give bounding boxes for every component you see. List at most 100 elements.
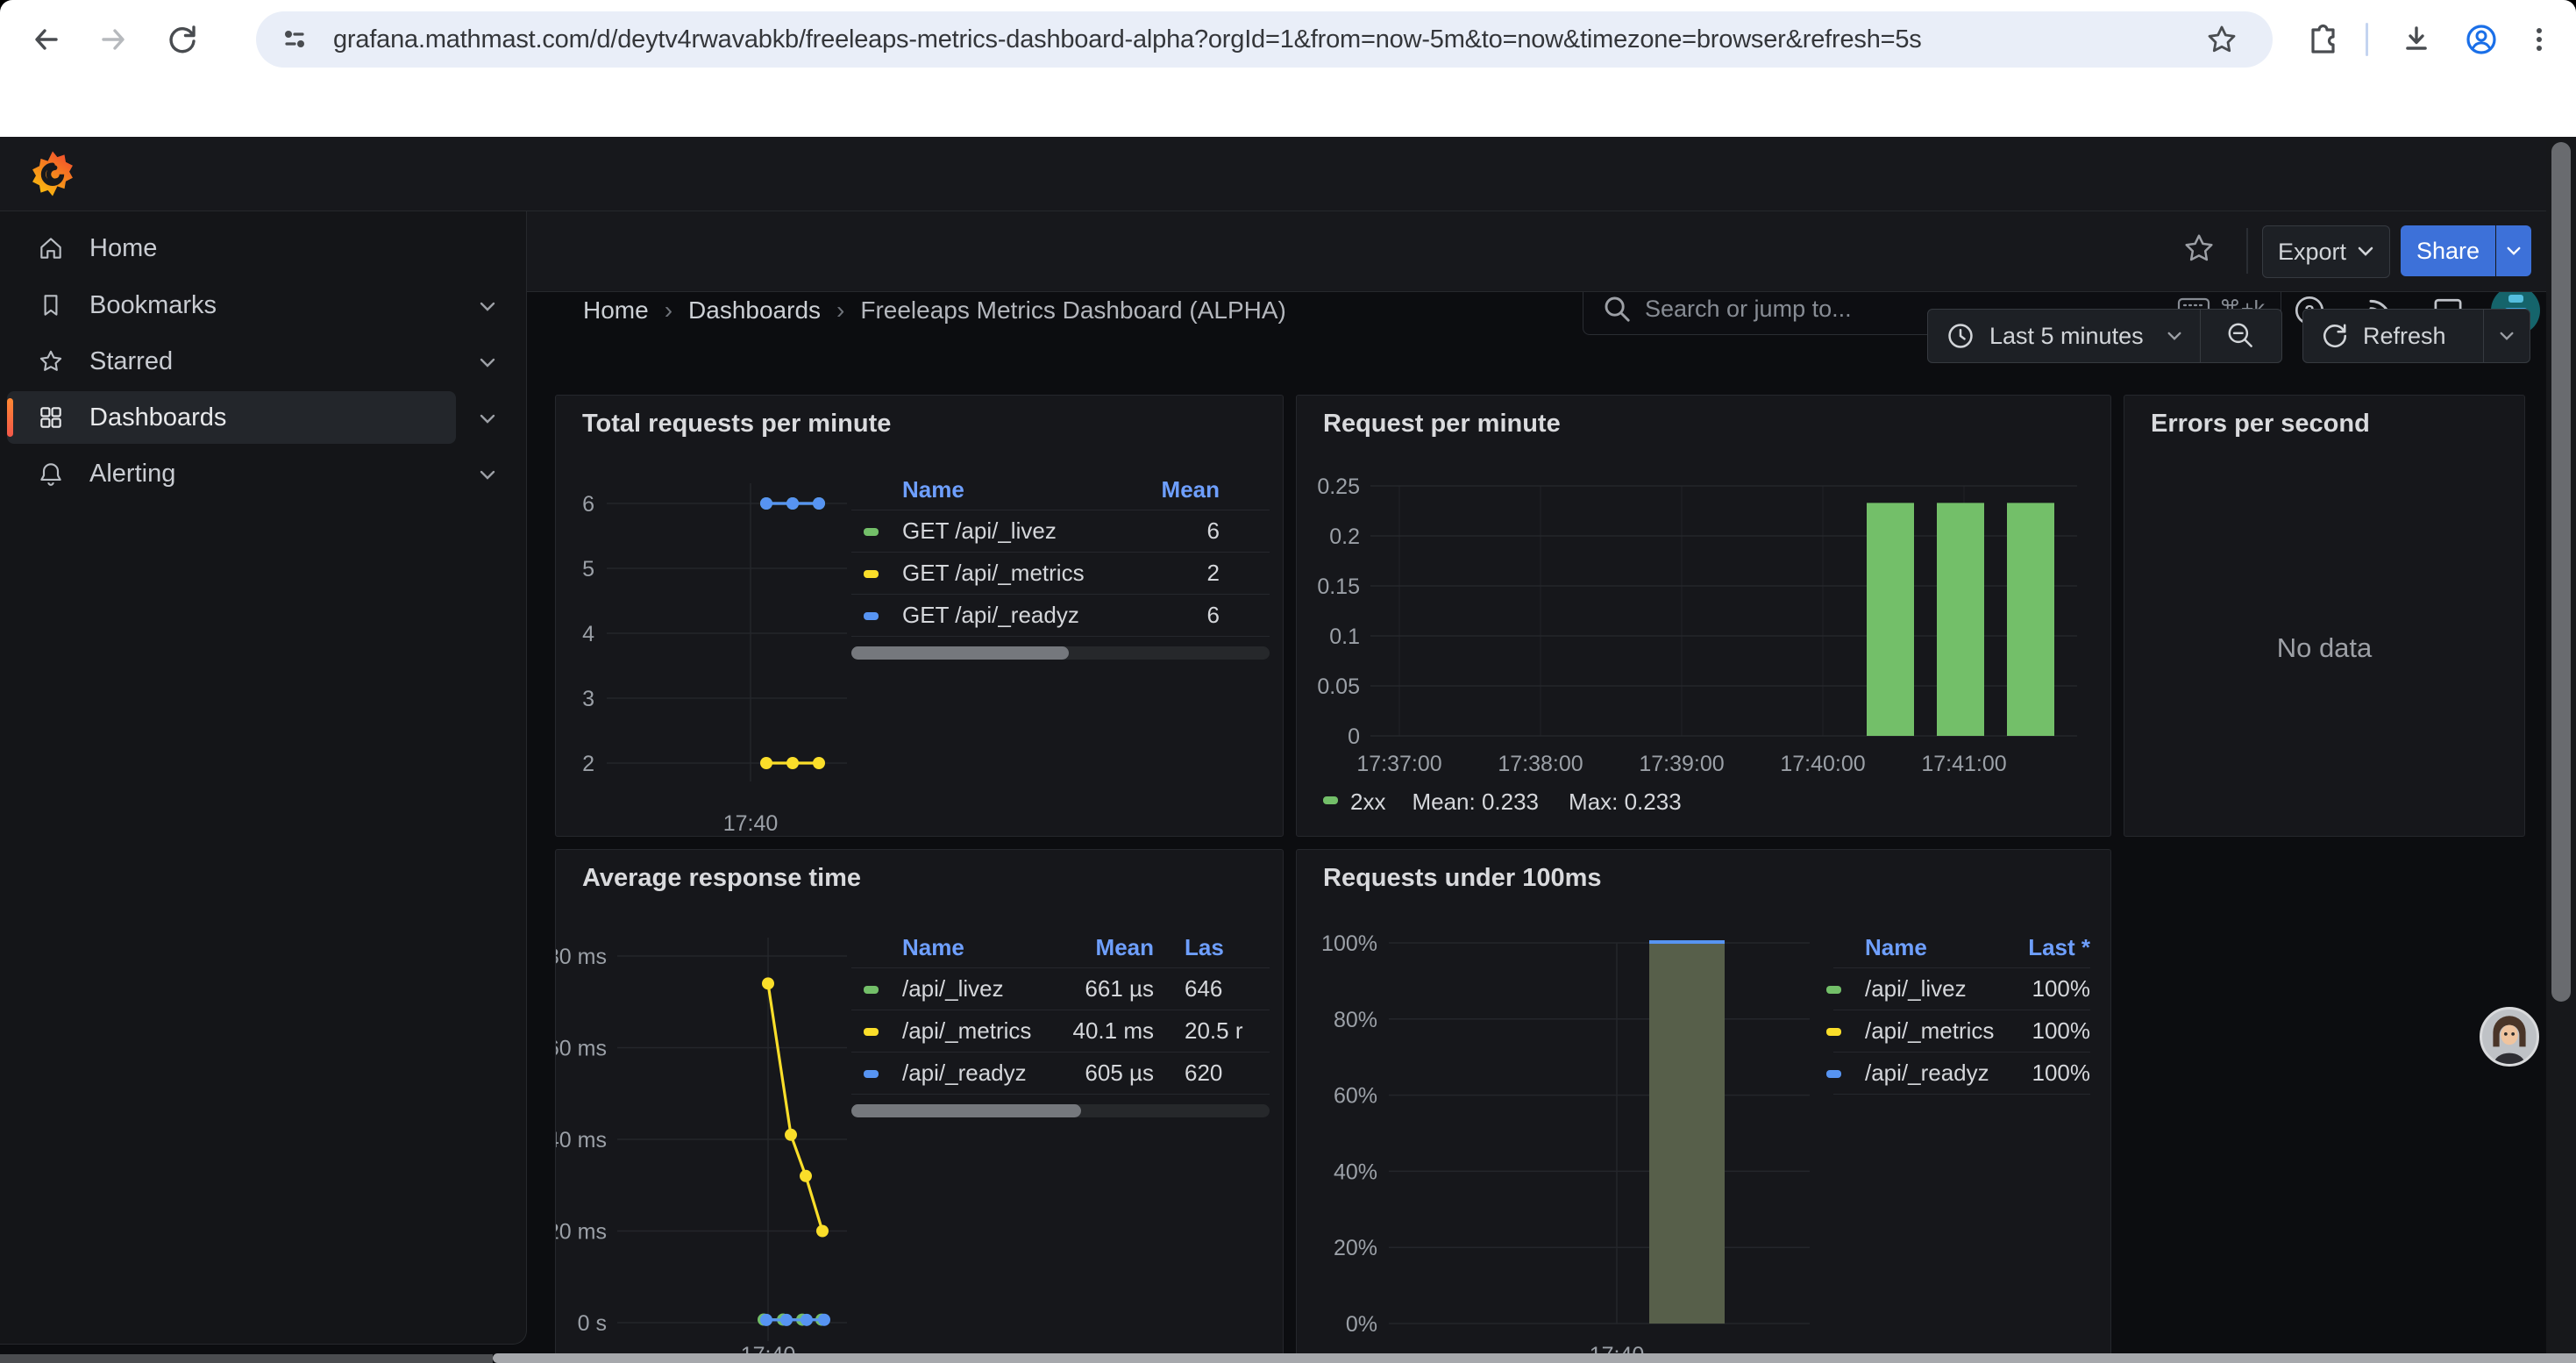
x-tick-label: 17:40:00	[1780, 752, 1865, 776]
x-tick-label: 17:38:00	[1498, 752, 1583, 776]
series-name[interactable]: /api/_readyz	[902, 1059, 1027, 1086]
series-last-value: 620	[1185, 1059, 1223, 1086]
browser-toolbar: grafana.mathmast.com/d/deytv4rwavabkb/fr…	[0, 0, 2576, 79]
legend-column-header[interactable]: Name	[902, 475, 964, 503]
sidebar-item-starred[interactable]: Starred	[7, 335, 456, 388]
reload-icon	[169, 25, 196, 54]
panel-title[interactable]: Requests under 100ms	[1323, 864, 1602, 892]
site-settings-icon[interactable]	[275, 20, 314, 59]
forward-button[interactable]	[84, 10, 144, 69]
series-name[interactable]: /api/_readyz	[1865, 1059, 1989, 1086]
series-name[interactable]: /api/_livez	[902, 974, 1004, 1002]
series-name[interactable]: 2xx	[1350, 789, 1386, 815]
extensions-button[interactable]	[2293, 10, 2352, 69]
sidebar-item-label: Alerting	[89, 459, 176, 488]
profile-icon	[2466, 25, 2496, 54]
expand-chevron-icon[interactable]	[473, 293, 502, 321]
url-bar[interactable]: grafana.mathmast.com/d/deytv4rwavabkb/fr…	[256, 11, 2273, 68]
legend-scrollbar-track[interactable]	[851, 1104, 1270, 1117]
y-tick-label: 4	[582, 622, 594, 646]
export-button[interactable]: Export	[2262, 225, 2390, 278]
star-dashboard-button[interactable]	[2174, 224, 2224, 273]
grafana-logo	[32, 151, 73, 196]
time-range-picker[interactable]: Last 5 minutes	[1928, 310, 2200, 362]
refresh-button[interactable]: Refresh	[2303, 310, 2483, 362]
breadcrumb-item[interactable]: Dashboards	[688, 296, 822, 324]
panel-title[interactable]: Total requests per minute	[582, 410, 892, 438]
expand-chevron-icon[interactable]	[473, 349, 502, 377]
data-point	[813, 757, 825, 769]
panel-average-response-time: Average response time 80 ms 60 ms 40 ms 20 …	[555, 849, 1284, 1363]
profile-button[interactable]	[2451, 10, 2511, 69]
sidebar-item-alerting[interactable]: Alerting	[7, 447, 456, 500]
bell-icon	[37, 460, 65, 488]
zoom-out-time-button[interactable]	[2201, 310, 2281, 362]
grafana-topbar: Grafana Home›Dashboards›Freeleaps Metric…	[0, 137, 2576, 335]
legend-header-row: Name Mean	[851, 471, 1270, 510]
sidebar-item-home[interactable]: Home	[7, 222, 456, 275]
series-chip	[1826, 985, 1841, 994]
panel-title[interactable]: Average response time	[582, 864, 862, 892]
series-name[interactable]: GET /api/_metrics	[902, 559, 1085, 586]
chevron-down-icon	[2500, 332, 2514, 340]
bookmark-star-icon[interactable]	[2202, 20, 2241, 59]
x-tick-label: 17:37:00	[1356, 752, 1441, 776]
legend-column-header[interactable]: Last *	[2028, 933, 2090, 960]
sidebar-item-dashboards[interactable]: Dashboards	[7, 391, 456, 444]
breadcrumb-item[interactable]: Home	[583, 296, 649, 324]
legend-column-header[interactable]: Las	[1185, 933, 1224, 960]
sidebar-item-bookmarks[interactable]: Bookmarks	[7, 279, 456, 332]
series-name[interactable]: /api/_metrics	[1865, 1017, 1995, 1044]
series-name[interactable]: /api/_livez	[1865, 974, 1967, 1002]
share-button[interactable]: Share	[2401, 225, 2495, 276]
legend-row: /api/_livez 661 µs 646	[851, 968, 1270, 1010]
y-tick-label: 0.2	[1329, 525, 1360, 549]
legend-column-header[interactable]: Name	[902, 933, 964, 960]
data-point	[760, 497, 772, 510]
y-tick-label: 0.25	[1317, 475, 1360, 499]
back-icon	[35, 29, 58, 50]
series-value: 100%	[2032, 974, 2091, 1002]
series-name[interactable]: GET /api/_readyz	[902, 601, 1079, 628]
downloads-button[interactable]	[2387, 10, 2446, 69]
horizontal-scrollbar-thumb[interactable]	[493, 1353, 2576, 1363]
y-tick-label: 60%	[1334, 1084, 1377, 1109]
legend-scrollbar-track[interactable]	[851, 646, 1270, 660]
series-name[interactable]: /api/_metrics	[902, 1017, 1032, 1044]
legend-header-row: Name Last *	[1833, 929, 2090, 968]
series-chip	[864, 569, 879, 578]
search-placeholder: Search or jump to...	[1645, 295, 1852, 322]
refresh-interval-button[interactable]	[2484, 310, 2530, 362]
series-last-value: 20.5 r	[1185, 1017, 1243, 1044]
legend-column-header[interactable]: Name	[1865, 933, 1927, 960]
horizontal-scrollbar-track[interactable]	[0, 1354, 493, 1363]
share-menu-button[interactable]	[2496, 225, 2531, 276]
browser-menu-button[interactable]	[2509, 10, 2569, 69]
y-tick-label: 0	[1348, 724, 1360, 749]
data-point	[780, 1313, 793, 1326]
data-point	[818, 1313, 830, 1326]
expand-chevron-icon[interactable]	[473, 461, 502, 489]
sidebar-item-label: Bookmarks	[89, 290, 217, 319]
back-button[interactable]	[16, 10, 75, 69]
download-icon	[2406, 26, 2427, 50]
assistant-avatar-image	[2493, 1016, 2526, 1064]
home-icon	[37, 234, 65, 262]
series-chip	[864, 1069, 879, 1078]
panel-title[interactable]: Request per minute	[1323, 410, 1561, 438]
panel-title[interactable]: Errors per second	[2151, 410, 2370, 438]
legend-column-header[interactable]: Mean	[1161, 475, 1220, 503]
legend-scrollbar-thumb[interactable]	[851, 1104, 1081, 1117]
reload-button[interactable]	[153, 10, 212, 69]
panel-total-requests: Total requests per minute 6 5 4 3 2 17:40 Nam…	[555, 395, 1284, 837]
legend-scrollbar-thumb[interactable]	[851, 646, 1069, 660]
refresh-sync-icon	[2323, 324, 2347, 347]
floating-assistant-avatar[interactable]	[2480, 1007, 2539, 1067]
legend-row: /api/_readyz 605 µs 620	[851, 1053, 1270, 1095]
vertical-scrollbar-thumb[interactable]	[2551, 142, 2571, 1002]
series-name[interactable]: GET /api/_livez	[902, 517, 1057, 544]
expand-chevron-icon[interactable]	[473, 405, 502, 433]
dashboard-actions-row: Export Share	[526, 211, 2576, 292]
legend-column-header[interactable]: Mean	[1095, 933, 1154, 960]
